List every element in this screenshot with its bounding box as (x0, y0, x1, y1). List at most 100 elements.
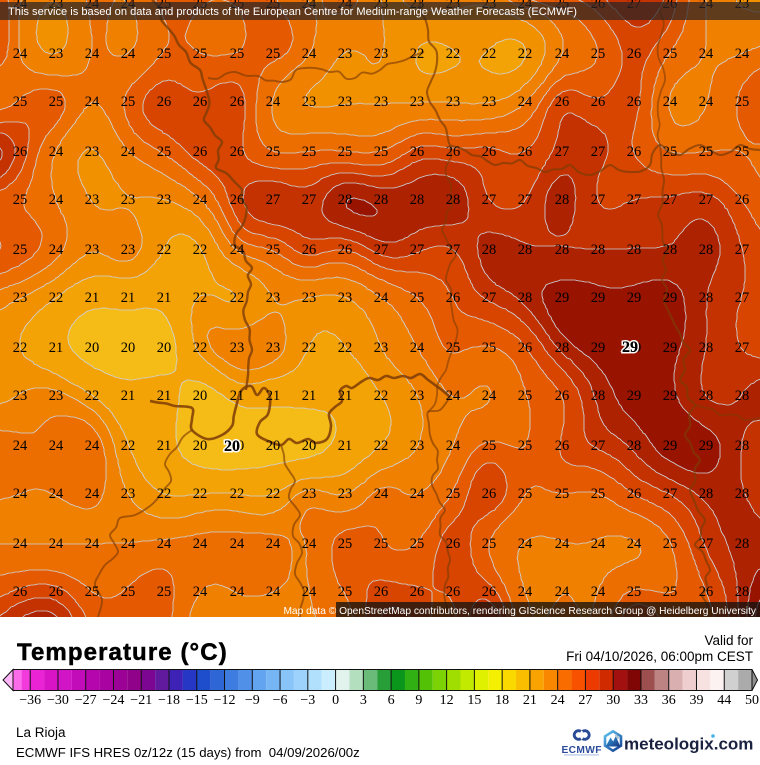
svg-text:26: 26 (193, 94, 208, 110)
svg-text:27: 27 (735, 242, 750, 258)
svg-text:23: 23 (85, 242, 100, 258)
svg-text:21: 21 (338, 438, 353, 454)
svg-text:25: 25 (482, 536, 497, 552)
svg-text:29: 29 (627, 340, 642, 356)
svg-text:25: 25 (555, 486, 570, 502)
svg-text:26: 26 (410, 144, 425, 160)
svg-text:24: 24 (555, 46, 570, 62)
svg-text:25: 25 (663, 536, 678, 552)
svg-text:28: 28 (699, 486, 714, 502)
svg-text:26: 26 (555, 438, 570, 454)
svg-text:23: 23 (374, 46, 389, 62)
svg-text:−36: −36 (19, 693, 41, 708)
svg-text:23: 23 (13, 388, 28, 404)
svg-text:27: 27 (410, 242, 425, 258)
svg-text:22: 22 (410, 46, 425, 62)
svg-text:25: 25 (518, 486, 533, 502)
svg-text:23: 23 (266, 340, 281, 356)
svg-text:24: 24 (446, 388, 461, 404)
svg-text:25: 25 (518, 438, 533, 454)
svg-text:26: 26 (591, 94, 606, 110)
svg-text:26: 26 (302, 242, 317, 258)
svg-text:28: 28 (591, 242, 606, 258)
svg-text:3: 3 (360, 693, 367, 708)
svg-text:24: 24 (518, 94, 533, 110)
svg-text:26: 26 (410, 584, 425, 600)
svg-text:26: 26 (157, 94, 172, 110)
svg-text:29: 29 (663, 340, 678, 356)
svg-text:26: 26 (518, 144, 533, 160)
svg-text:26: 26 (13, 144, 28, 160)
svg-text:23: 23 (157, 192, 172, 208)
svg-text:20: 20 (224, 438, 240, 455)
svg-text:27: 27 (578, 693, 592, 708)
svg-text:24: 24 (121, 144, 136, 160)
svg-text:−24: −24 (103, 693, 125, 708)
svg-text:36: 36 (662, 693, 676, 708)
svg-text:26: 26 (230, 192, 245, 208)
svg-text:22: 22 (302, 340, 317, 356)
svg-text:21: 21 (523, 693, 537, 708)
svg-text:Map data © OpenStreetMap contr: Map data © OpenStreetMap contributors, r… (283, 606, 756, 617)
svg-text:27: 27 (482, 192, 497, 208)
svg-text:29: 29 (622, 339, 638, 356)
svg-text:−6: −6 (273, 693, 288, 708)
svg-text:27: 27 (482, 290, 497, 306)
svg-text:27: 27 (555, 144, 570, 160)
svg-text:26: 26 (446, 584, 461, 600)
svg-text:26: 26 (230, 144, 245, 160)
svg-text:22: 22 (338, 340, 353, 356)
svg-text:26: 26 (699, 584, 714, 600)
svg-text:−27: −27 (75, 693, 97, 708)
svg-text:24: 24 (555, 584, 570, 600)
svg-text:26: 26 (49, 584, 64, 600)
svg-text:24: 24 (49, 192, 64, 208)
svg-text:28: 28 (410, 192, 425, 208)
svg-text:26: 26 (735, 192, 750, 208)
svg-text:28: 28 (518, 242, 533, 258)
svg-text:26: 26 (230, 94, 245, 110)
svg-text:22: 22 (49, 290, 64, 306)
svg-text:24: 24 (591, 536, 606, 552)
svg-text:29: 29 (591, 290, 606, 306)
svg-text:28: 28 (735, 584, 750, 600)
svg-text:23: 23 (13, 290, 28, 306)
svg-text:25: 25 (735, 94, 750, 110)
svg-text:24: 24 (699, 94, 714, 110)
svg-text:23: 23 (338, 486, 353, 502)
svg-text:27: 27 (591, 144, 606, 160)
svg-text:22: 22 (157, 242, 172, 258)
svg-text:24: 24 (193, 192, 208, 208)
svg-text:This service is based on data: This service is based on data and produc… (8, 6, 577, 18)
svg-text:25: 25 (49, 94, 64, 110)
svg-text:22: 22 (230, 290, 245, 306)
svg-text:20: 20 (302, 438, 317, 454)
svg-text:12: 12 (440, 693, 454, 708)
svg-text:24: 24 (518, 584, 533, 600)
svg-text:24: 24 (49, 486, 64, 502)
svg-text:24: 24 (302, 584, 317, 600)
svg-text:25: 25 (446, 486, 461, 502)
svg-text:22: 22 (85, 388, 100, 404)
svg-text:24: 24 (266, 584, 281, 600)
svg-text:27: 27 (627, 192, 642, 208)
svg-text:28: 28 (555, 340, 570, 356)
svg-text:21: 21 (157, 438, 172, 454)
svg-text:27: 27 (302, 192, 317, 208)
svg-text:25: 25 (627, 584, 642, 600)
svg-text:24: 24 (85, 94, 100, 110)
svg-text:−9: −9 (245, 693, 260, 708)
svg-text:22: 22 (193, 340, 208, 356)
svg-text:20: 20 (193, 438, 208, 454)
svg-text:23: 23 (410, 94, 425, 110)
svg-text:22: 22 (446, 46, 461, 62)
svg-text:26: 26 (446, 144, 461, 160)
svg-text:39: 39 (689, 693, 703, 708)
svg-text:24: 24 (374, 486, 389, 502)
svg-text:29: 29 (591, 340, 606, 356)
svg-text:28: 28 (735, 536, 750, 552)
svg-text:25: 25 (518, 388, 533, 404)
svg-text:24: 24 (266, 94, 281, 110)
svg-text:24: 24 (193, 536, 208, 552)
svg-text:20: 20 (230, 438, 245, 454)
